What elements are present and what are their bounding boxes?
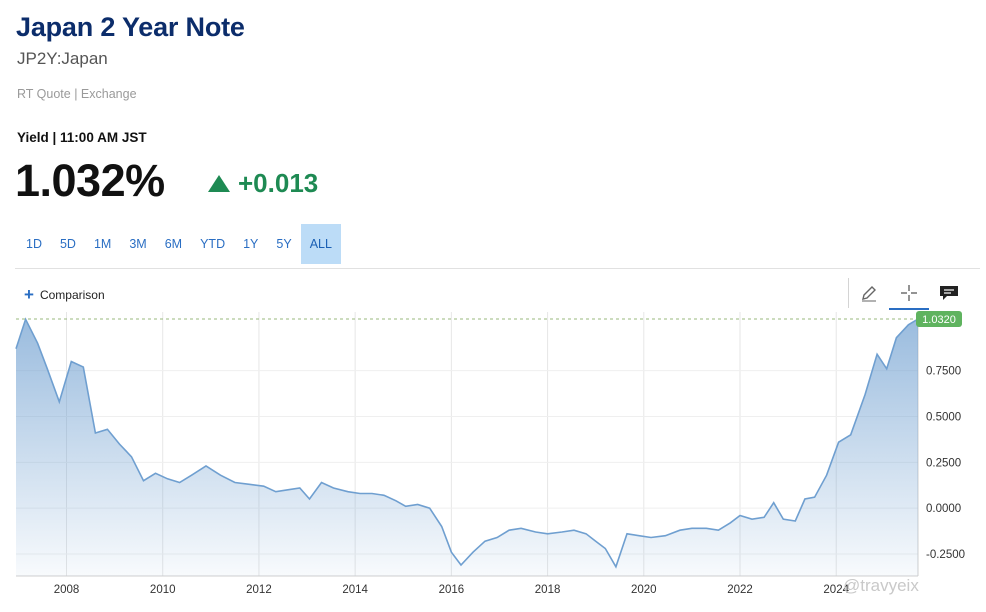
x-tick-label: 2016 [439,584,465,596]
crosshair-tool-button[interactable] [889,278,929,310]
x-tick-label: 2008 [54,584,80,596]
header-divider [15,268,980,269]
x-tick-label: 2018 [535,584,561,596]
chart-toolbar [848,278,969,310]
comment-tool-button[interactable] [929,278,969,308]
x-tick-label: 2012 [246,584,272,596]
x-tick-label: 2014 [342,584,368,596]
price-value: 1.032% [15,155,165,206]
range-1m[interactable]: 1M [93,237,112,251]
range-3m[interactable]: 3M [129,237,147,251]
x-tick-label: 2020 [631,584,657,596]
last-value-badge [916,310,962,327]
page-title: Japan 2 Year Note [16,12,245,42]
price-change: +0.013 [208,168,318,199]
up-triangle-icon [208,175,230,192]
quote-source-label: RT Quote | Exchange [17,87,137,101]
range-1d[interactable]: 1D [26,237,42,251]
range-all[interactable]: ALL [300,224,341,264]
comparison-label: Comparison [39,288,105,302]
plus-icon: + [24,285,34,304]
range-1y[interactable]: 1Y [243,237,259,251]
y-tick-label: -0.2500 [926,549,965,561]
x-tick-label: 2010 [150,584,176,596]
pencil-icon [862,286,876,302]
series-area [16,319,918,576]
y-tick-label: 0.7500 [926,366,961,378]
comment-icon [940,286,958,300]
x-tick-label: 2022 [727,584,753,596]
watermark-text: @travyeix [843,576,919,595]
change-value: +0.013 [238,168,319,198]
range-5y[interactable]: 5Y [276,237,292,251]
comparison-button[interactable]: + Comparison [24,285,105,304]
range-selector: 1D 5D 1M 3M 6M YTD 1Y 5Y ALL [17,224,341,264]
range-ytd[interactable]: YTD [200,237,226,251]
y-tick-label: 0.0000 [926,503,961,515]
yield-time-label: Yield | 11:00 AM JST [17,130,147,145]
crosshair-icon [901,285,917,301]
series-line [15,317,919,569]
range-6m[interactable]: 6M [164,237,183,251]
range-5d[interactable]: 5D [59,237,76,251]
y-tick-label: 0.2500 [926,457,961,469]
draw-tool-button[interactable] [848,278,889,308]
last-value-label: 1.0320 [922,314,956,326]
x-tick-label: 2024 [823,584,849,596]
symbol-label: JP2Y:Japan [17,49,108,68]
y-tick-label: 0.5000 [926,412,961,424]
